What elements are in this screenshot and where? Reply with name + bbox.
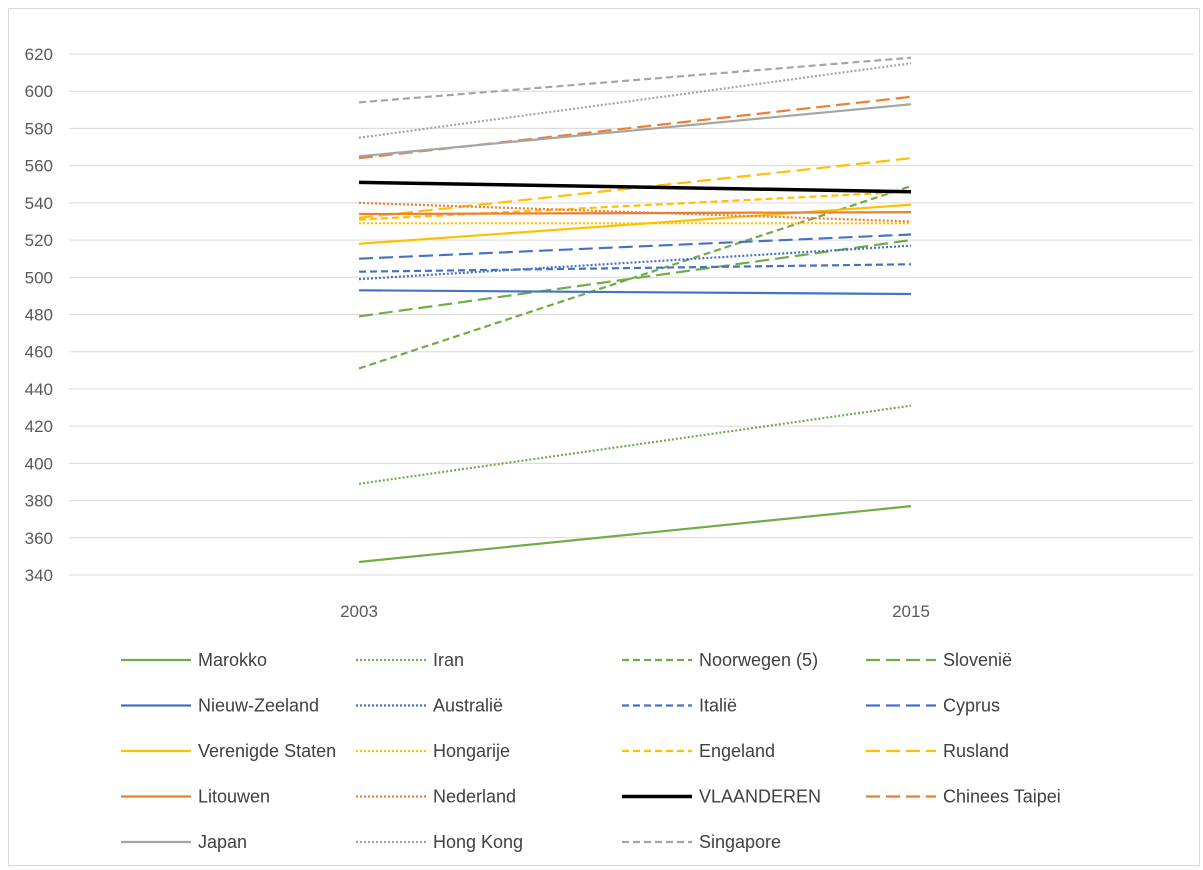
y-tick-label: 460 — [25, 343, 53, 362]
series-line-engeland — [358, 190, 912, 221]
x-tick-label: 2003 — [340, 602, 378, 621]
legend-label: Slovenië — [943, 650, 1012, 670]
y-tick-label: 400 — [25, 454, 53, 473]
series-line-iran — [358, 404, 912, 485]
legend-label: Italië — [699, 696, 737, 716]
legend-item-italie: Italië — [622, 696, 737, 716]
legend-label: Singapore — [699, 832, 781, 852]
series-line-australie — [358, 244, 912, 281]
legend-label: Nieuw-Zeeland — [198, 696, 319, 716]
y-tick-label: 620 — [25, 45, 53, 64]
legend-item-noorwegen-5: Noorwegen (5) — [622, 650, 818, 670]
y-tick-label: 520 — [25, 231, 53, 250]
legend-item-litouwen: Litouwen — [121, 787, 270, 807]
x-tick-label: 2015 — [892, 602, 930, 621]
legend-item-vlaanderen: VLAANDEREN — [622, 787, 821, 807]
legend-item-verenigde-staten: Verenigde Staten — [121, 741, 336, 761]
legend-label: Australië — [433, 696, 503, 716]
y-tick-label: 540 — [25, 194, 53, 213]
y-tick-label: 420 — [25, 417, 53, 436]
legend-item-nieuw-zeeland: Nieuw-Zeeland — [121, 696, 319, 716]
legend-item-nederland: Nederland — [356, 787, 516, 807]
series-line-nederland — [358, 201, 912, 223]
legend-item-slovenie: Slovenië — [866, 650, 1012, 670]
y-tick-label: 600 — [25, 82, 53, 101]
legend-item-rusland: Rusland — [866, 741, 1009, 761]
y-tick-label: 560 — [25, 157, 53, 176]
legend-label: Marokko — [198, 650, 267, 670]
legend-item-australie: Australië — [356, 696, 503, 716]
series-line-italie — [358, 263, 912, 273]
y-tick-label: 580 — [25, 119, 53, 138]
line-chart: 340 360 380 400 420 440 460 480 500 520 540 560 580 6… — [25, 45, 1193, 852]
chart-frame: 340 360 380 400 420 440 460 480 500 520 540 560 580 6… — [8, 8, 1200, 866]
y-tick-label: 480 — [25, 306, 53, 325]
y-tick-label: 360 — [25, 529, 53, 548]
legend-label: Rusland — [943, 741, 1009, 761]
legend-item-hongarije: Hongarije — [356, 741, 510, 761]
series-line-japan — [358, 103, 912, 158]
legend-label: Noorwegen (5) — [699, 650, 818, 670]
series-line-marokko — [358, 505, 912, 564]
legend-label: Verenigde Staten — [198, 741, 336, 761]
legend-item-cyprus: Cyprus — [866, 696, 1000, 716]
legend-item-marokko: Marokko — [121, 650, 267, 670]
y-tick-label: 380 — [25, 492, 53, 511]
legend-label: VLAANDEREN — [699, 787, 821, 807]
legend-item-chinees-taipei: Chinees Taipei — [866, 787, 1061, 807]
legend-label: Japan — [198, 832, 247, 852]
legend-label: Hong Kong — [433, 832, 523, 852]
legend-label: Cyprus — [943, 696, 1000, 716]
legend-label: Engeland — [699, 741, 775, 761]
series-line-hong-kong — [358, 62, 912, 139]
legend-item-singapore: Singapore — [622, 832, 781, 852]
series-line-slovenie — [358, 238, 912, 318]
series-line-rusland — [358, 157, 912, 219]
legend-item-engeland: Engeland — [622, 741, 775, 761]
legend-item-japan: Japan — [121, 832, 247, 852]
legend-label: Nederland — [433, 787, 516, 807]
legend-item-hong-kong: Hong Kong — [356, 832, 523, 852]
y-tick-label: 500 — [25, 268, 53, 287]
series-line-nieuw-zeeland — [358, 289, 912, 296]
series-line-vlaanderen — [358, 180, 912, 194]
series-line-noorwegen-5 — [358, 185, 912, 370]
y-tick-label: 440 — [25, 380, 53, 399]
series-line-cyprus — [358, 233, 912, 260]
legend-label: Iran — [433, 650, 464, 670]
legend-item-iran: Iran — [356, 650, 464, 670]
series-line-singapore — [358, 56, 912, 104]
legend-label: Hongarije — [433, 741, 510, 761]
y-tick-label: 340 — [25, 566, 53, 585]
legend-label: Chinees Taipei — [943, 787, 1061, 807]
legend-label: Litouwen — [198, 787, 270, 807]
